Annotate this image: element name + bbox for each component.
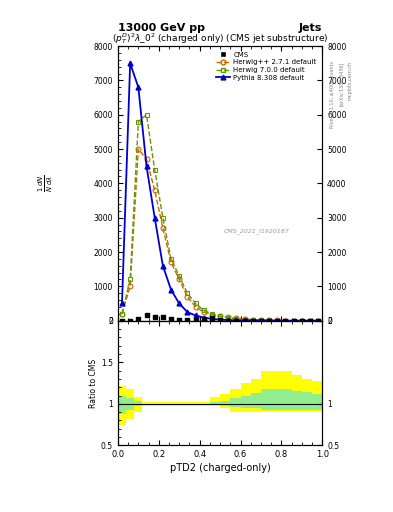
Point (290, 316, 297, 325)
Point (135, 315, 141, 323)
Point (299, 316, 305, 325)
Point (307, 316, 313, 325)
Point (315, 316, 321, 325)
Legend: CMS, Herwig++ 2.7.1 default, Herwig 7.0.0 default, Pythia 8.308 default: CMS, Herwig++ 2.7.1 default, Herwig 7.0.… (214, 50, 319, 83)
X-axis label: pTD2 (charged-only): pTD2 (charged-only) (170, 463, 270, 474)
Point (160, 313, 166, 322)
Point (250, 316, 256, 325)
Point (282, 316, 288, 325)
Text: mcplots.cern.ch: mcplots.cern.ch (347, 61, 352, 100)
Point (152, 313, 158, 322)
Point (209, 314, 215, 322)
Point (233, 316, 240, 325)
Point (143, 311, 150, 319)
Point (217, 315, 223, 324)
Text: [arXiv:1306.3436]: [arXiv:1306.3436] (339, 61, 343, 106)
Text: Jets: Jets (299, 23, 322, 33)
Point (274, 316, 281, 325)
Text: 13000 GeV pp: 13000 GeV pp (118, 23, 205, 33)
Point (258, 316, 264, 325)
Point (225, 316, 231, 325)
Title: $(p_T^D)^2\lambda\_0^2$ (charged only) (CMS jet substructure): $(p_T^D)^2\lambda\_0^2$ (charged only) (… (112, 31, 328, 46)
Text: CMS_2021_I1920187: CMS_2021_I1920187 (224, 229, 290, 234)
Point (241, 316, 248, 325)
Y-axis label: Ratio to CMS: Ratio to CMS (89, 358, 98, 408)
Point (119, 316, 125, 325)
Text: Rivet 3.1.10, ≥400k events: Rivet 3.1.10, ≥400k events (330, 61, 334, 129)
Point (184, 315, 191, 324)
Y-axis label: $\frac{1}{N}\frac{dN}{d\lambda}$: $\frac{1}{N}\frac{dN}{d\lambda}$ (37, 175, 55, 192)
Point (127, 316, 133, 325)
Point (200, 314, 207, 323)
Point (176, 315, 182, 324)
Point (168, 315, 174, 323)
Point (266, 316, 272, 325)
Point (193, 315, 199, 324)
